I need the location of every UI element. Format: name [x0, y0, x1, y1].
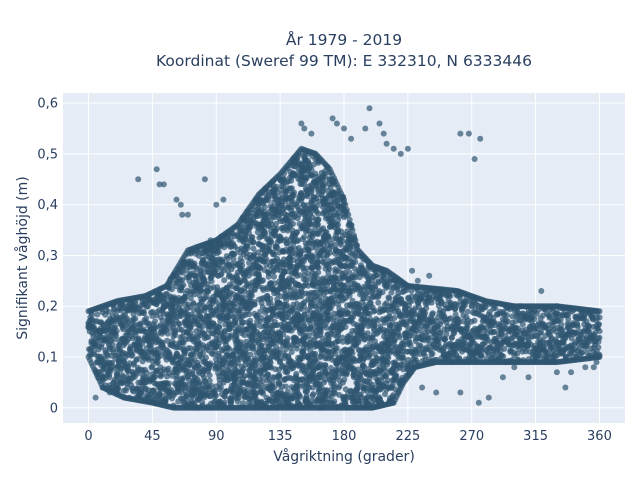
data-point: [342, 202, 348, 208]
data-point: [132, 316, 138, 322]
data-point: [350, 350, 356, 356]
data-point: [115, 386, 121, 392]
data-point: [267, 296, 273, 302]
data-point: [374, 272, 380, 278]
data-point: [138, 390, 144, 396]
data-point: [345, 309, 351, 315]
data-point: [250, 239, 256, 245]
data-point: [216, 249, 222, 255]
data-point: [256, 272, 262, 278]
data-point: [273, 184, 279, 190]
data-point: [283, 384, 289, 390]
data-point: [344, 372, 350, 378]
data-point: [262, 258, 268, 264]
data-point: [291, 190, 297, 196]
data-point: [152, 318, 158, 324]
data-point: [188, 325, 194, 331]
data-point: [276, 372, 282, 378]
data-point: [236, 395, 242, 401]
data-point: [367, 353, 373, 359]
data-point: [94, 312, 100, 318]
data-point: [350, 227, 356, 233]
data-point: [345, 212, 351, 218]
data-point: [221, 277, 227, 283]
data-point: [352, 259, 358, 265]
data-point: [219, 259, 225, 265]
data-point: [239, 259, 245, 265]
data-point: [301, 234, 307, 240]
data-point: [203, 355, 209, 361]
data-point: [385, 359, 391, 365]
data-point: [110, 342, 116, 348]
data-point: [129, 352, 135, 358]
data-point: [166, 366, 172, 372]
data-point: [222, 399, 228, 405]
data-point: [326, 266, 332, 272]
data-point: [375, 300, 381, 306]
data-point: [341, 377, 347, 383]
data-point: [315, 270, 321, 276]
data-point: [312, 351, 318, 357]
data-point: [341, 197, 347, 203]
data-point: [318, 329, 324, 335]
data-point: [354, 242, 360, 248]
data-point: [114, 328, 120, 334]
data-point: [392, 315, 398, 321]
data-point: [152, 374, 158, 380]
data-point: [260, 277, 266, 283]
data-point: [213, 393, 219, 399]
data-point: [310, 391, 316, 397]
data-point: [143, 315, 149, 321]
data-point: [262, 231, 268, 237]
data-point: [207, 372, 213, 378]
data-point: [290, 221, 296, 227]
data-point: [165, 331, 171, 337]
data-point: [262, 204, 268, 210]
data-point: [352, 237, 358, 243]
data-point: [316, 217, 322, 223]
data-point: [172, 332, 178, 338]
data-point: [166, 381, 172, 387]
data-point: [293, 371, 299, 377]
data-point: [347, 217, 353, 223]
data-point: [166, 350, 172, 356]
data-point: [180, 282, 186, 288]
data-point: [176, 321, 182, 327]
data-point: [271, 274, 277, 280]
data-point: [322, 362, 328, 368]
data-point: [325, 233, 331, 239]
data-point: [209, 278, 215, 284]
data-point: [348, 222, 354, 228]
data-point: [353, 254, 359, 260]
data-point: [216, 324, 222, 330]
data-point: [207, 378, 213, 384]
data-point: [297, 394, 303, 400]
data-point: [246, 311, 252, 317]
data-point: [334, 345, 340, 351]
data-point: [396, 334, 402, 340]
data-point: [309, 189, 315, 195]
